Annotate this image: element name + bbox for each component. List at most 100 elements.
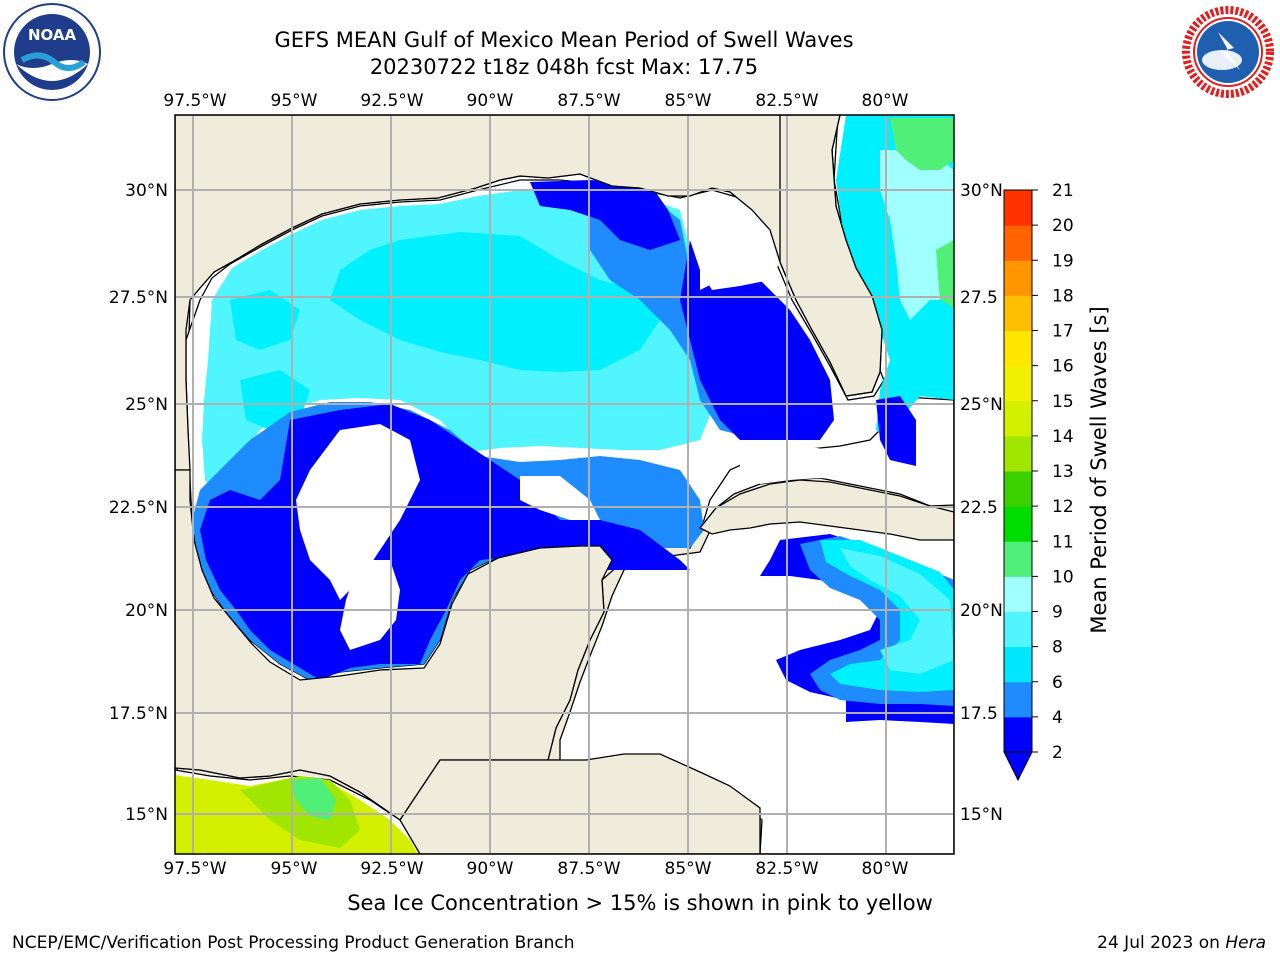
swell-gulf-deep-east: [680, 240, 834, 440]
colorbar-tick-label: 17: [1052, 322, 1074, 342]
colorbar-segment: [1004, 260, 1032, 296]
colorbar-tick-label: 11: [1052, 532, 1074, 552]
colorbar-segment: [1004, 225, 1032, 261]
lat-label: 22.5: [960, 498, 998, 518]
gulf-nodata-4: [690, 196, 780, 290]
lat-label: 17.5: [960, 704, 998, 724]
lon-label: 97.5°W: [163, 91, 226, 111]
colorbar-segment: [1004, 400, 1032, 437]
nws-logo-icon: [1178, 2, 1278, 102]
lat-label: 17.5°N: [109, 704, 168, 724]
swell-gulf-mid-east: [590, 196, 830, 440]
land-cuba: [698, 479, 954, 541]
lat-label: 22.5°N: [109, 498, 168, 518]
map-frame: [174, 114, 955, 855]
lon-label: 82.5°W: [755, 91, 818, 111]
footer-host: Hera: [1225, 933, 1266, 953]
colorbar-segment: [1004, 295, 1032, 331]
colorbar-tick-label: 15: [1052, 392, 1074, 412]
colorbar-segment: [1004, 716, 1032, 753]
lat-label: 15°N: [960, 805, 1003, 825]
colorbar-segment: [1004, 576, 1032, 612]
swell-gulf-deep-north: [530, 180, 680, 250]
colorbar-segment: [1004, 646, 1032, 683]
lon-labels-bottom: 97.5°W 95°W 92.5°W 90°W 87.5°W 85°W 82.5…: [163, 859, 908, 879]
lon-label: 87.5°W: [557, 91, 620, 111]
lat-label: 25°N: [960, 395, 1003, 415]
colorbar-extend-triangle: [1003, 751, 1033, 782]
lon-label: 90°W: [467, 91, 514, 111]
colorbar-tick-label: 18: [1052, 286, 1074, 306]
lat-labels-left: 30°N 27.5°N 25°N 22.5°N 20°N 17.5°N 15°N: [109, 181, 168, 825]
lon-label: 85°W: [665, 91, 712, 111]
noaa-logo-icon: NOAA: [2, 2, 102, 102]
lat-labels-right: 30°N 27.5 25°N 22.5 20°N 17.5 15°N: [960, 181, 1003, 825]
colorbar-tick-label: 2: [1052, 743, 1063, 763]
lat-label: 20°N: [960, 601, 1003, 621]
lat-label: 30°N: [960, 181, 1003, 201]
sea-ice-caption: Sea Ice Concentration > 15% is shown in …: [347, 891, 933, 915]
gulf-nodata-1: [296, 424, 420, 600]
lon-label: 92.5°W: [360, 91, 423, 111]
lon-label: 80°W: [862, 91, 909, 111]
map-title: GEFS MEAN Gulf of Mexico Mean Period of …: [274, 28, 854, 52]
colorbar-segment: [1004, 611, 1032, 648]
colorbar: 2 4 6 8 9 10 11 12 13 14 15 16 17 18 19 20 21: [1003, 181, 1074, 782]
gulf-nodata-2: [340, 560, 400, 650]
lon-label: 95°W: [271, 859, 318, 879]
colorbar-tick-label: 20: [1052, 216, 1074, 236]
lon-labels-top: 97.5°W 95°W 92.5°W 90°W 87.5°W 85°W 82.5…: [163, 91, 908, 111]
noaa-logo-text: NOAA: [28, 26, 77, 44]
swell-atlantic-light: [880, 150, 954, 320]
colorbar-segment: [1004, 365, 1032, 402]
colorbar-tick-label: 4: [1052, 708, 1063, 728]
swell-gulf-cyan: [330, 232, 660, 372]
swell-atlantic-green-2: [936, 240, 954, 308]
map-subtitle: 20230722 t18z 048h fcst Max: 17.75: [369, 55, 759, 79]
swell-pacific-darkgreen: [290, 778, 336, 820]
lat-label: 27.5°N: [109, 288, 168, 308]
lat-label: 30°N: [125, 181, 168, 201]
land-florida: [779, 115, 883, 397]
footer-credit: NCEP/EMC/Verification Post Processing Pr…: [12, 933, 575, 953]
swell-atlantic-green: [890, 118, 954, 170]
gulf-nodata-3: [520, 476, 600, 520]
colorbar-segment: [1004, 681, 1032, 718]
lon-label: 90°W: [467, 859, 514, 879]
lat-label: 15°N: [125, 805, 168, 825]
colorbar-segment: [1004, 471, 1032, 507]
colorbar-segment: [1004, 330, 1032, 367]
lat-label: 20°N: [125, 601, 168, 621]
colorbar-segment: [1004, 190, 1032, 226]
swell-gulf-cyan-2: [230, 290, 300, 350]
land-mexico: [175, 469, 613, 821]
colorbar-tick-label: 12: [1052, 497, 1074, 517]
colorbar-tick-label: 13: [1052, 462, 1074, 482]
colorbar-tick-label: 6: [1052, 673, 1063, 693]
colorbar-tick-label: 21: [1052, 181, 1074, 201]
lon-label: 82.5°W: [755, 859, 818, 879]
colorbar-segment: [1004, 541, 1032, 577]
colorbar-title: Mean Period of Swell Waves [s]: [1087, 306, 1111, 633]
lat-label: 27.5: [960, 288, 998, 308]
colorbar-tick-label: 9: [1052, 603, 1063, 623]
lon-label: 85°W: [665, 859, 712, 879]
lon-label: 87.5°W: [557, 859, 620, 879]
colorbar-segment: [1004, 506, 1032, 542]
lat-label: 25°N: [125, 395, 168, 415]
lon-label: 95°W: [271, 91, 318, 111]
colorbar-tick-label: 8: [1052, 638, 1063, 658]
colorbar-tick-label: 14: [1052, 427, 1074, 447]
swell-carib-light: [840, 548, 954, 674]
footer-date-text: 24 Jul 2023 on: [1097, 933, 1220, 953]
footer-date: 24 Jul 2023 on Hera: [1097, 933, 1266, 953]
lon-label: 92.5°W: [360, 859, 423, 879]
lon-label: 97.5°W: [163, 859, 226, 879]
map-area: [175, 115, 954, 854]
colorbar-tick-label: 19: [1052, 251, 1074, 271]
lon-label: 80°W: [862, 859, 909, 879]
colorbar-tick-label: 16: [1052, 357, 1074, 377]
colorbar-tick-label: 10: [1052, 567, 1074, 587]
gulf-nodata-5: [740, 440, 880, 484]
